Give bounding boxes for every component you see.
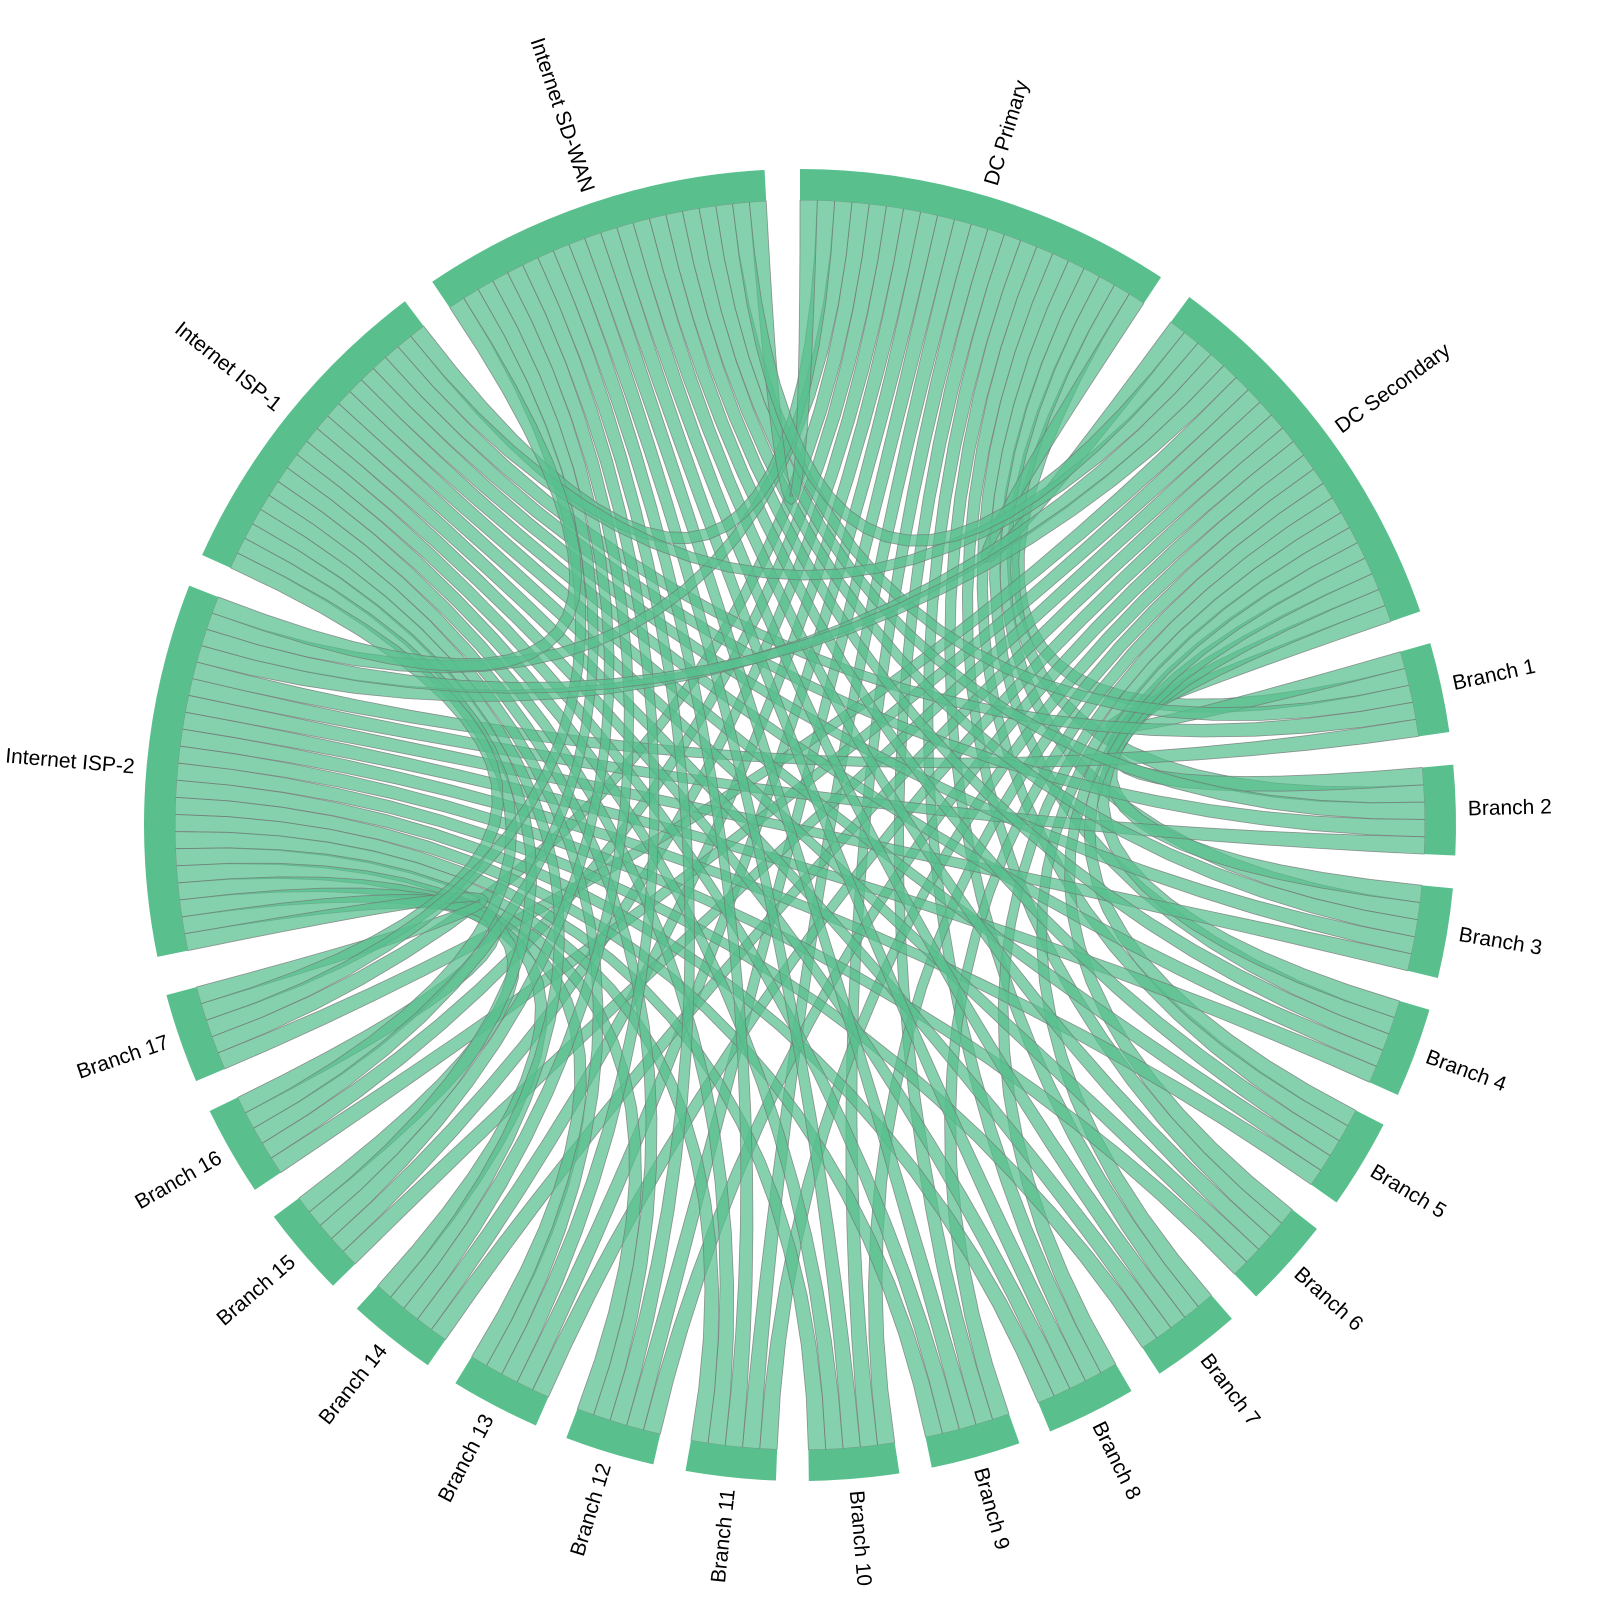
svg-text:Branch 2: Branch 2 [1468, 795, 1553, 820]
